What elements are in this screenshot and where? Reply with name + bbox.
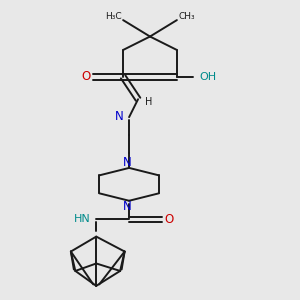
Text: H₃C: H₃C <box>105 12 122 21</box>
Text: O: O <box>164 213 173 226</box>
Text: OH: OH <box>200 72 217 82</box>
Text: N: N <box>123 200 132 213</box>
Text: N: N <box>123 156 132 169</box>
Text: N: N <box>114 110 123 123</box>
Text: HN: HN <box>74 214 90 224</box>
Text: O: O <box>81 70 90 83</box>
Text: H: H <box>145 97 152 107</box>
Text: CH₃: CH₃ <box>178 12 195 21</box>
